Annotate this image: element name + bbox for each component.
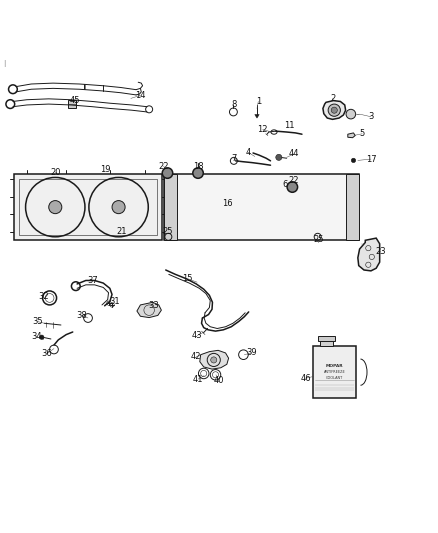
Text: 6: 6 [283,180,288,189]
Text: 19: 19 [100,165,111,174]
Bar [313,346,356,398]
Text: 34: 34 [31,332,42,341]
Text: 12: 12 [258,125,268,134]
Bar [318,336,335,341]
Text: 3: 3 [368,112,374,121]
Text: COOLANT: COOLANT [326,376,343,381]
Text: 22: 22 [288,176,298,185]
Polygon shape [255,115,259,118]
Text: 45: 45 [70,96,80,105]
Text: 11: 11 [284,122,294,131]
Text: 33: 33 [148,301,159,310]
Circle shape [162,168,173,179]
Polygon shape [348,133,355,138]
Text: 8: 8 [232,100,237,109]
Text: 37: 37 [87,276,98,285]
Circle shape [276,154,282,160]
Text: 21: 21 [116,227,127,236]
Text: 31: 31 [110,297,120,306]
Text: MOPAR: MOPAR [326,364,343,368]
Bar [68,100,76,108]
Text: 1: 1 [256,97,261,106]
Text: 15: 15 [182,274,193,283]
Circle shape [193,168,203,179]
Text: 20: 20 [50,168,61,177]
Text: 18: 18 [193,161,203,171]
Polygon shape [164,174,177,240]
Text: 17: 17 [366,155,376,164]
Circle shape [328,104,340,116]
Bar [183,193,188,198]
Circle shape [346,109,356,119]
Text: 46: 46 [300,374,311,383]
Bar [320,341,333,346]
Circle shape [39,335,44,340]
Text: 16: 16 [223,199,233,208]
Text: 7: 7 [231,154,237,163]
Polygon shape [164,174,359,240]
Polygon shape [346,174,359,240]
Text: |: | [3,60,5,67]
Polygon shape [323,101,346,119]
Text: 41: 41 [193,375,203,384]
Circle shape [287,182,297,192]
Text: 43: 43 [192,331,202,340]
Text: 14: 14 [135,91,146,100]
Text: 22: 22 [158,161,169,171]
Text: 2: 2 [330,94,335,103]
Text: 40: 40 [214,376,224,385]
Circle shape [49,200,62,214]
Text: 38: 38 [77,311,87,320]
Circle shape [112,200,125,214]
Text: 42: 42 [191,352,201,361]
Polygon shape [200,350,229,369]
Polygon shape [358,238,380,271]
Text: 25: 25 [313,235,324,244]
Text: 39: 39 [246,349,257,358]
Text: 36: 36 [42,349,53,358]
Text: ANTIFREEZE: ANTIFREEZE [324,370,346,374]
Text: 35: 35 [32,317,42,326]
Text: 5: 5 [360,130,365,138]
Text: 32: 32 [38,292,49,301]
Polygon shape [14,174,162,240]
Polygon shape [137,302,161,318]
Circle shape [331,107,337,113]
Circle shape [211,357,217,363]
Text: 4: 4 [245,148,251,157]
Bar [263,196,268,201]
Text: 44: 44 [289,149,299,158]
Circle shape [351,158,356,163]
Text: 25: 25 [162,227,173,236]
Text: 23: 23 [375,247,386,256]
